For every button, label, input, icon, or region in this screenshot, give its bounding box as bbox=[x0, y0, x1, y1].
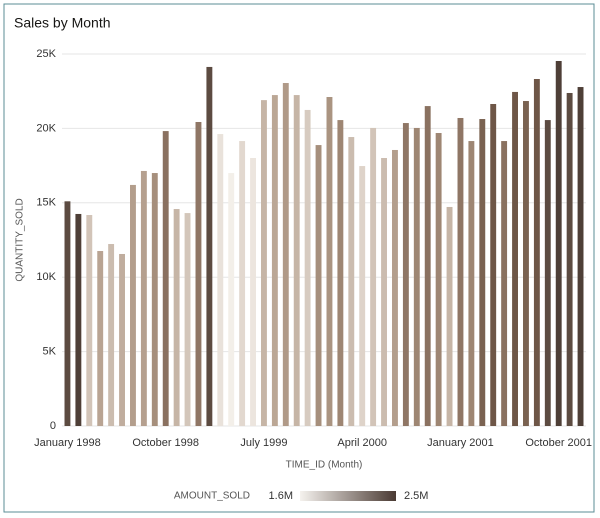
x-tick-label: October 1998 bbox=[132, 437, 199, 449]
bar bbox=[250, 158, 256, 426]
bar bbox=[501, 141, 508, 426]
y-tick-label: 15K bbox=[36, 197, 56, 209]
bar bbox=[162, 131, 169, 426]
bar bbox=[184, 213, 191, 426]
bar bbox=[544, 120, 551, 426]
bar bbox=[173, 209, 180, 426]
bar bbox=[282, 83, 289, 427]
bar bbox=[140, 170, 147, 426]
bar bbox=[293, 95, 300, 427]
legend-max: 2.5M bbox=[404, 490, 428, 502]
bar bbox=[75, 213, 82, 426]
bar bbox=[64, 201, 71, 426]
y-tick-label: 0 bbox=[50, 420, 56, 432]
bar bbox=[206, 66, 213, 426]
chart-title: Sales by Month bbox=[14, 15, 111, 31]
y-tick-label: 5K bbox=[43, 346, 57, 358]
bar bbox=[490, 103, 497, 427]
bar bbox=[457, 117, 464, 426]
bar bbox=[555, 60, 562, 427]
bar bbox=[97, 251, 104, 426]
x-tick-label: January 1998 bbox=[34, 437, 101, 449]
y-tick-label: 10K bbox=[36, 271, 56, 283]
y-tick-label: 25K bbox=[36, 48, 56, 60]
bar bbox=[228, 173, 235, 426]
bar bbox=[392, 149, 398, 426]
bar bbox=[217, 134, 224, 427]
bar bbox=[523, 101, 529, 426]
bar bbox=[326, 97, 333, 426]
bar bbox=[402, 123, 409, 426]
bar bbox=[533, 78, 540, 426]
bar bbox=[239, 141, 246, 426]
bar bbox=[577, 87, 584, 426]
bar bbox=[119, 253, 125, 426]
y-tick-label: 20K bbox=[36, 122, 56, 134]
bar bbox=[512, 91, 518, 426]
legend-gradient bbox=[300, 491, 396, 501]
bar bbox=[315, 145, 322, 426]
bar bbox=[566, 92, 573, 427]
legend-title: AMOUNT_SOLD bbox=[174, 491, 250, 502]
bar bbox=[130, 184, 136, 426]
bar bbox=[304, 109, 311, 427]
bar bbox=[337, 120, 344, 426]
legend-min: 1.6M bbox=[269, 490, 293, 502]
bar bbox=[108, 244, 115, 426]
bar bbox=[271, 95, 278, 427]
bar bbox=[151, 173, 158, 426]
bar bbox=[348, 137, 355, 426]
bar bbox=[479, 119, 486, 426]
bar bbox=[370, 127, 377, 426]
bar bbox=[195, 122, 202, 427]
bar bbox=[381, 158, 387, 426]
x-tick-label: October 2001 bbox=[525, 437, 592, 449]
x-tick-label: April 2000 bbox=[337, 437, 387, 449]
bar bbox=[359, 166, 366, 427]
bar bbox=[413, 127, 420, 426]
x-tick-label: July 1999 bbox=[240, 437, 287, 449]
bar bbox=[86, 215, 93, 426]
bar bbox=[446, 206, 453, 426]
bar bbox=[424, 106, 431, 426]
x-tick-label: January 2001 bbox=[427, 437, 494, 449]
bar bbox=[468, 141, 475, 426]
y-axis-label: QUANTITY_SOLD bbox=[15, 198, 26, 281]
bar bbox=[261, 100, 267, 427]
bar bbox=[435, 133, 442, 426]
x-axis-label: TIME_ID (Month) bbox=[286, 460, 363, 471]
